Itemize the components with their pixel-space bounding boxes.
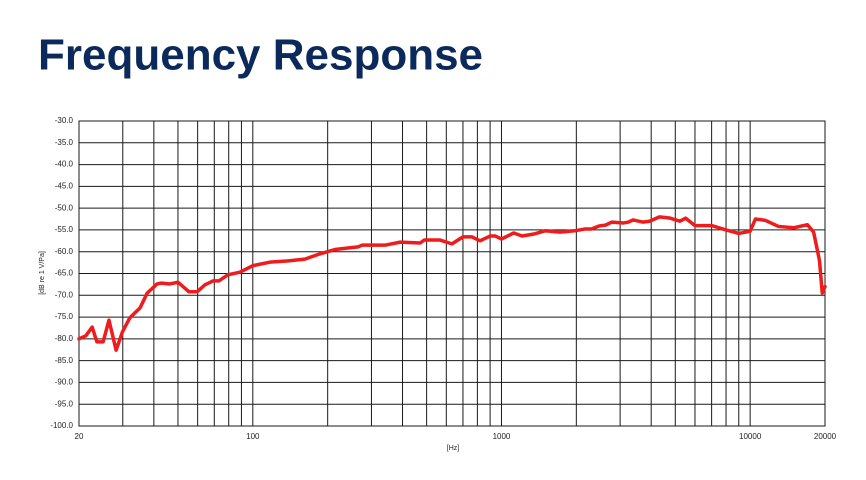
y-tick-label: -55.0 [55,225,74,234]
response-line [77,215,827,352]
chart-title: Frequency Response [38,31,483,80]
y-tick-label: -100.0 [50,421,73,430]
x-tick-label: 20 [75,432,84,441]
plot-frame [78,120,826,427]
y-axis-label: [dB re 1 V/Pa] [39,251,46,295]
y-tick-label: -70.0 [55,290,74,299]
y-tick-label: -75.0 [55,312,74,321]
y-tick-label: -40.0 [55,160,74,169]
y-tick-label: -65.0 [55,269,74,278]
y-tick-label: -50.0 [55,203,74,212]
y-tick-label: -35.0 [55,138,74,147]
y-tick-label: -60.0 [55,247,74,256]
y-tick-label: -90.0 [55,378,74,387]
y-tick-label: -85.0 [55,356,74,365]
y-tick-label: -45.0 [55,181,74,190]
x-tick-label: 10000 [739,432,762,441]
x-tick-label: 20000 [814,432,837,441]
x-tick-label: 100 [246,432,260,441]
x-tick-label: 1000 [493,432,511,441]
y-tick-label: -30.0 [55,116,74,125]
y-tick-label: -95.0 [55,399,74,408]
y-tick-label: -80.0 [55,334,74,343]
x-axis-label: [Hz] [447,445,460,452]
